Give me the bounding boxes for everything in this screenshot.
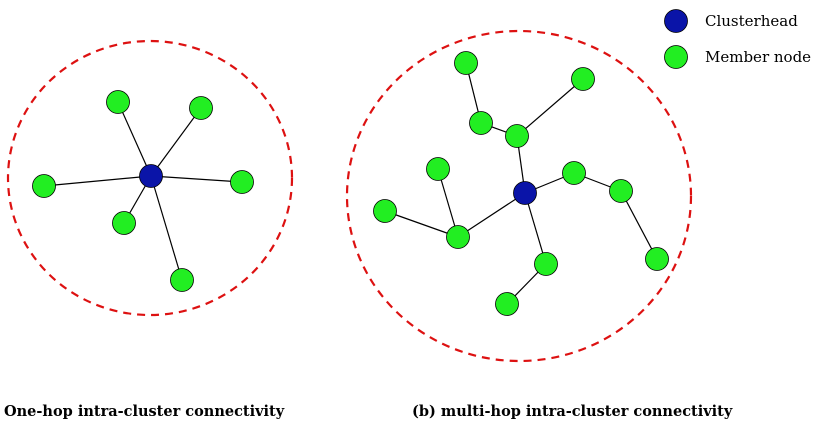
member-node — [446, 225, 470, 249]
member-node — [106, 90, 130, 114]
member-node — [426, 157, 450, 181]
edge — [524, 192, 547, 265]
caption-multi-hop: (b) multi-hop intra-cluster connectivity — [412, 403, 733, 420]
member-node — [112, 211, 136, 235]
edge — [457, 192, 526, 238]
edges-one-hop — [43, 101, 243, 281]
legend-member-label: Member node — [705, 48, 811, 66]
edge — [117, 101, 152, 177]
member-node — [373, 199, 397, 223]
member-node — [505, 124, 529, 148]
member-nodes-one-hop — [32, 90, 254, 292]
member-node — [170, 268, 194, 292]
member-node — [495, 292, 519, 316]
caption-one-hop: One-hop intra-cluster connectivity — [4, 403, 285, 420]
member-node — [571, 67, 595, 91]
member-node — [189, 96, 213, 120]
edge — [43, 175, 152, 187]
member-nodes-multi-hop — [373, 51, 669, 316]
member-node — [32, 174, 56, 198]
legend-member-icon — [664, 45, 688, 69]
legend-clusterhead-icon — [664, 9, 688, 33]
edge — [150, 107, 202, 177]
member-node — [469, 111, 493, 135]
edge — [516, 78, 584, 137]
member-node — [609, 179, 633, 203]
clusterhead-node — [513, 181, 537, 205]
legend-clusterhead-label: Clusterhead — [705, 12, 798, 30]
edge — [150, 175, 243, 183]
clusterhead-node — [139, 164, 163, 188]
cluster-boundary-multi-hop — [345, 29, 693, 363]
edge — [620, 190, 658, 260]
member-node — [645, 247, 669, 271]
member-node — [534, 252, 558, 276]
edge — [384, 210, 459, 238]
member-node — [454, 51, 478, 75]
member-node — [562, 161, 586, 185]
member-node — [230, 170, 254, 194]
edge — [150, 175, 183, 281]
cluster-boundary-one-hop — [6, 39, 294, 317]
legend: Clusterhead Member node — [664, 9, 811, 69]
